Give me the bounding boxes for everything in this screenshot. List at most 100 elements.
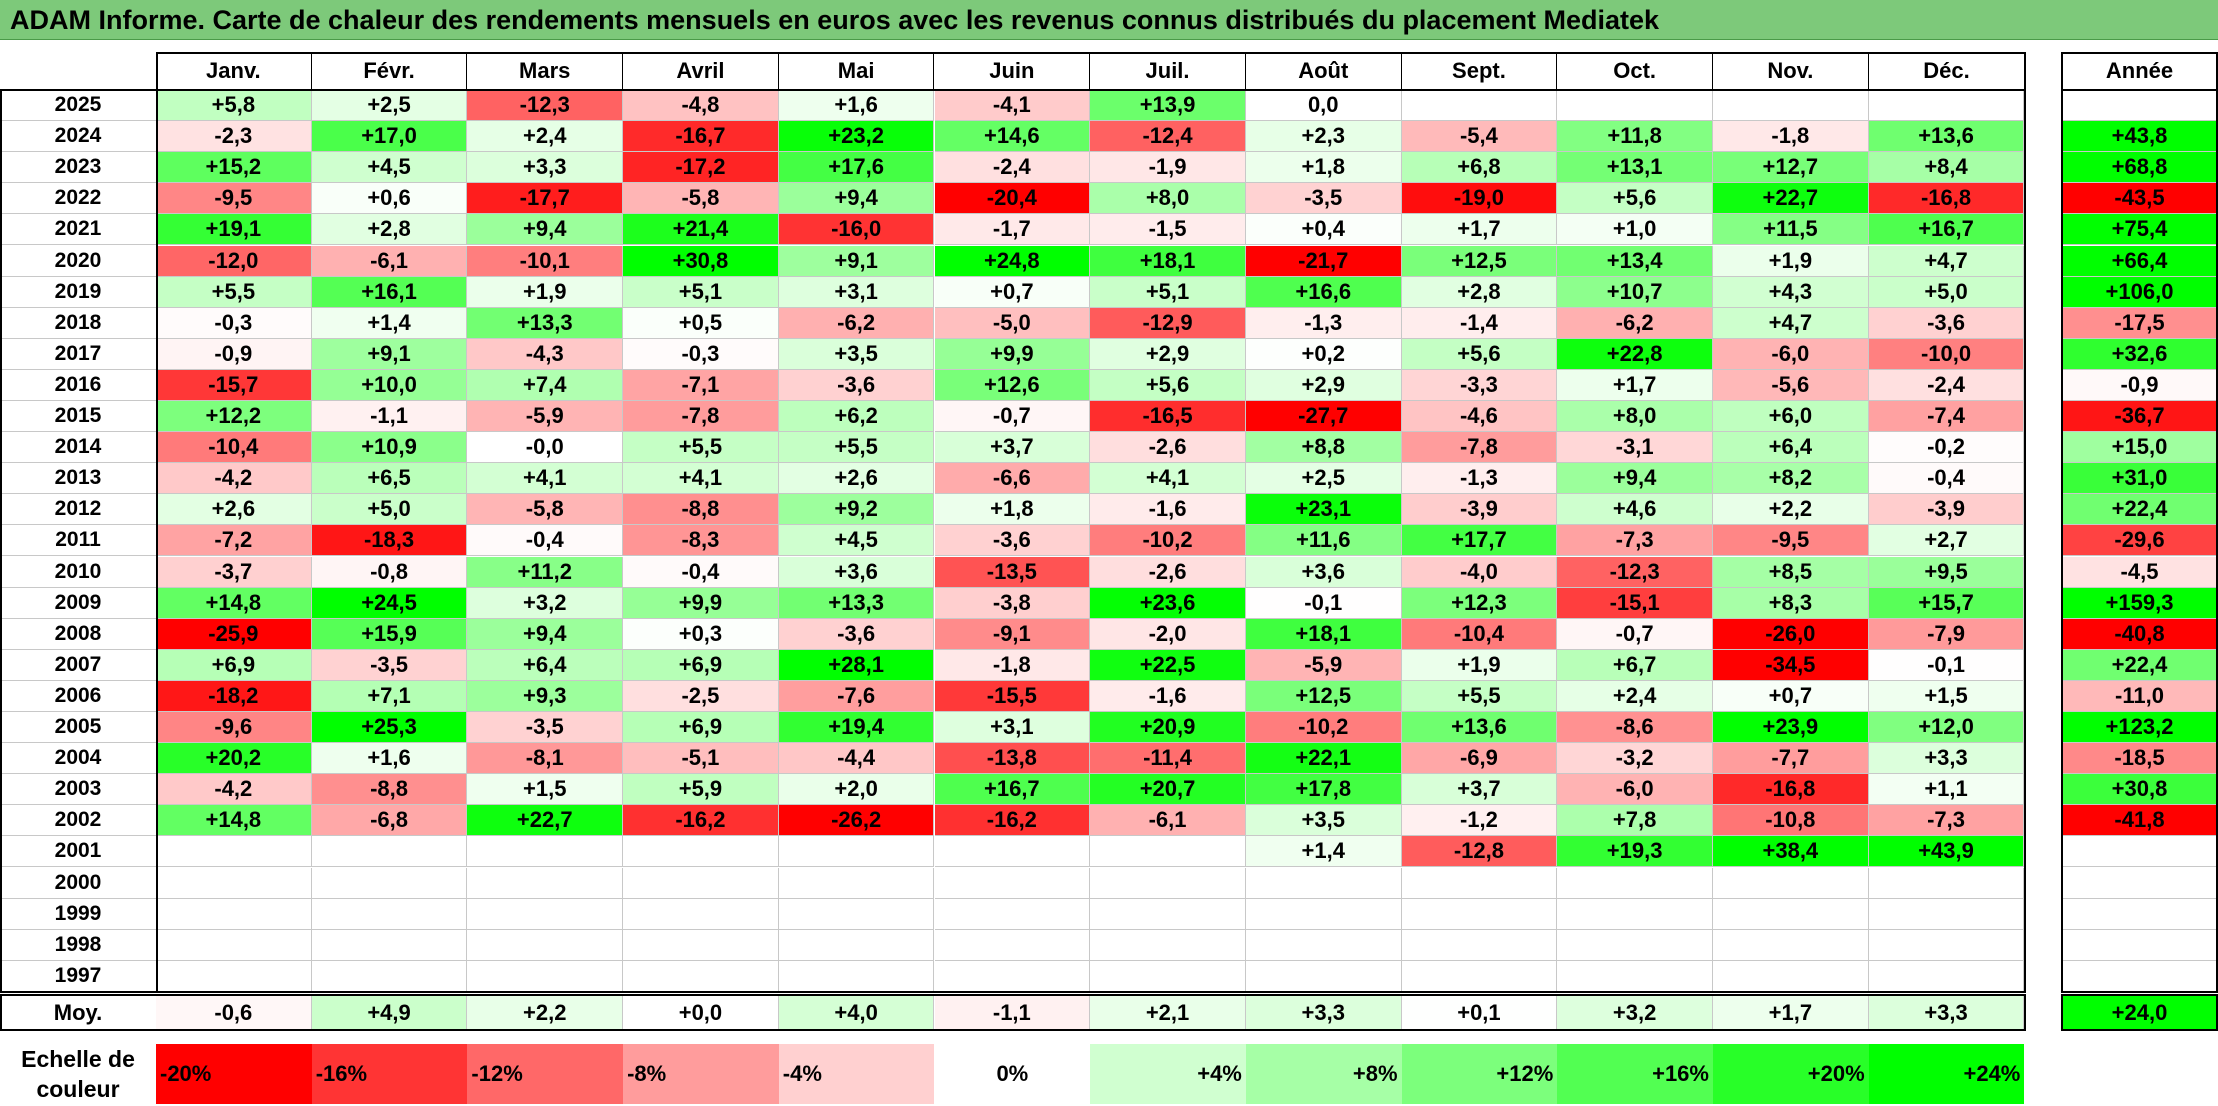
heatmap-cell: -7,4	[1868, 401, 2025, 433]
heatmap-cell: +11,6	[1245, 525, 1402, 557]
heatmap-cell: -17,7	[467, 183, 624, 215]
heatmap-cell: +9,3	[467, 680, 624, 712]
annual-cell: +123,2	[2061, 712, 2218, 744]
year-label: 2010	[0, 557, 156, 588]
average-cell: +3,2	[1557, 996, 1713, 1029]
annual-cell: +66,4	[2061, 245, 2218, 277]
average-cell: -0,6	[156, 996, 312, 1029]
heatmap-cell: +10,7	[1557, 276, 1713, 308]
heatmap-cell: +20,9	[1090, 712, 1246, 744]
heatmap-cell: +2,2	[1713, 494, 1869, 526]
year-label: 2016	[0, 370, 156, 401]
annual-cell	[2061, 867, 2218, 899]
heatmap-cell	[1868, 90, 2025, 122]
heatmap-cell	[1245, 960, 1402, 992]
heatmap-cell: -6,2	[1557, 307, 1713, 339]
heatmap-cell: +5,5	[156, 276, 312, 308]
heatmap-cell: +2,4	[467, 121, 624, 153]
heatmap-cell: +0,2	[1245, 338, 1402, 370]
annual-cell	[2061, 929, 2218, 961]
heatmap-cell: +23,9	[1713, 712, 1869, 744]
heatmap-cell	[1868, 898, 2025, 930]
heatmap-cell: +1,4	[311, 307, 468, 339]
heatmap-cell: +13,3	[467, 307, 624, 339]
heatmap-cell: +23,2	[778, 121, 935, 153]
heatmap-cell: -0,4	[1868, 463, 2025, 495]
heatmap-cell: +2,3	[1245, 121, 1402, 153]
heatmap-cell: +1,5	[1868, 680, 2025, 712]
heatmap-cell: -0,3	[623, 338, 779, 370]
heatmap-cell: +2,6	[778, 463, 935, 495]
heatmap-cell: +22,7	[1713, 183, 1869, 215]
color-scale-step: -12%	[467, 1044, 624, 1104]
heatmap-cell: +14,8	[156, 587, 312, 619]
heatmap-cell: +3,3	[467, 152, 624, 184]
heatmap-cell: +17,0	[311, 121, 468, 153]
heatmap-cell: -5,1	[623, 743, 779, 775]
heatmap-cell: -0,7	[1557, 618, 1713, 650]
heatmap-cell: -0,4	[623, 556, 779, 588]
heatmap-cell: +9,5	[1868, 556, 2025, 588]
heatmap-cell: +4,1	[1090, 463, 1246, 495]
heatmap-cell	[1868, 960, 2025, 992]
heatmap-cell: +6,9	[156, 649, 312, 681]
heatmap-cell: -8,1	[467, 743, 624, 775]
heatmap-cell: -3,5	[467, 712, 624, 744]
annual-cell: -29,6	[2061, 525, 2218, 557]
heatmap-cell: -16,2	[623, 805, 779, 837]
heatmap-cell	[778, 960, 935, 992]
heatmap-cell: +9,4	[467, 618, 624, 650]
annual-cell	[2061, 898, 2218, 930]
month-header: Mars	[467, 52, 624, 90]
color-scale-step: +12%	[1401, 1044, 1558, 1104]
month-header: Août	[1246, 52, 1402, 90]
average-cell: +2,2	[467, 996, 624, 1029]
annual-cell: +22,4	[2061, 649, 2218, 681]
year-label: 2018	[0, 308, 156, 339]
heatmap-cell: -7,9	[1868, 618, 2025, 650]
average-cell: +3,3	[1868, 996, 2025, 1029]
heatmap-cell: +1,4	[1245, 836, 1402, 868]
heatmap-cell: -27,7	[1245, 401, 1402, 433]
heatmap-cell	[1090, 836, 1246, 868]
title-bar: ADAM Informe. Carte de chaleur des rende…	[0, 0, 2218, 40]
heatmap-cell: -4,2	[156, 774, 312, 806]
heatmap-cell: +13,6	[1401, 712, 1558, 744]
heatmap-cell: +3,7	[1401, 774, 1558, 806]
heatmap-cell: +12,5	[1245, 680, 1402, 712]
heatmap-cell: -1,5	[1090, 214, 1246, 246]
heatmap-cell	[934, 898, 1091, 930]
heatmap-cell: -16,0	[778, 214, 935, 246]
heatmap-cell	[156, 929, 312, 961]
heatmap-cell: +38,4	[1713, 836, 1869, 868]
heatmap-cell: +3,6	[1245, 556, 1402, 588]
heatmap-cell: +13,1	[1557, 152, 1713, 184]
heatmap-cell: -12,3	[467, 90, 624, 122]
heatmap-cell	[623, 929, 779, 961]
heatmap-cell	[156, 836, 312, 868]
color-scale-step: +24%	[1868, 1044, 2025, 1104]
heatmap-cell: +5,6	[1557, 183, 1713, 215]
heatmap-cell: -6,1	[1090, 805, 1246, 837]
heatmap-cell: +12,0	[1868, 712, 2025, 744]
year-label: 2015	[0, 401, 156, 433]
year-label: 2024	[0, 121, 156, 153]
heatmap-cell: -0,4	[467, 525, 624, 557]
heatmap-cell: +11,2	[467, 556, 624, 588]
heatmap-cell: -34,5	[1713, 649, 1869, 681]
heatmap-cell: -13,8	[934, 743, 1091, 775]
annual-cell: +32,6	[2061, 338, 2218, 370]
heatmap-cell: +1,7	[1401, 214, 1558, 246]
heatmap-cell: +8,3	[1713, 587, 1869, 619]
heatmap-cell: -2,6	[1090, 556, 1246, 588]
annual-cell: +30,8	[2061, 774, 2218, 806]
year-label: 2008	[0, 619, 156, 650]
heatmap-cell	[934, 836, 1091, 868]
heatmap-cell: -3,9	[1401, 494, 1558, 526]
color-scale-step: +8%	[1245, 1044, 1402, 1104]
heatmap-cell: +1,9	[1713, 245, 1869, 277]
heatmap-cell: +7,1	[311, 680, 468, 712]
heatmap-cell: -5,4	[1401, 121, 1558, 153]
year-label: 2004	[0, 743, 156, 775]
heatmap-cell: -2,0	[1090, 618, 1246, 650]
